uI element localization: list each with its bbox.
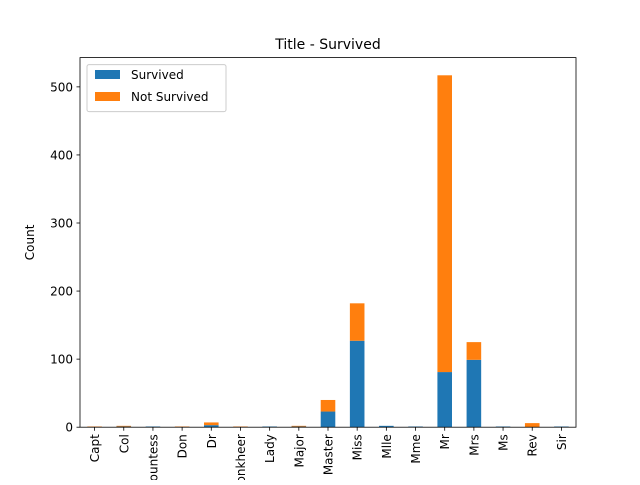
y-tick-label: 300 — [50, 217, 73, 231]
y-tick-label: 500 — [50, 80, 73, 94]
x-tick-label-mr: Mr — [438, 434, 452, 449]
bar-survived-dr — [204, 425, 219, 428]
x-tick-label-col: Col — [117, 434, 131, 453]
y-axis-label: Count — [23, 224, 37, 260]
legend-swatch-not-survived — [95, 92, 120, 101]
plot-frame — [79, 57, 577, 428]
y-tick-label: 200 — [50, 285, 73, 299]
y-tick-label: 400 — [50, 148, 73, 162]
bar-survived-mr — [437, 372, 452, 428]
y-tick-label: 100 — [50, 353, 73, 367]
bar-survived-master — [320, 411, 336, 428]
bar-not-survived-mrs — [466, 342, 482, 360]
bar-not-survived-miss — [349, 303, 365, 341]
legend-swatch-survived — [95, 70, 120, 79]
bar-not-survived-mr — [437, 75, 452, 373]
chart-title: Title - Survived — [274, 37, 380, 53]
x-tick-label-mlle: Mlle — [380, 434, 394, 458]
x-tick-label-don: Don — [176, 434, 190, 458]
bar-not-survived-rev — [524, 423, 540, 428]
x-tick-label-sir: Sir — [555, 434, 569, 450]
bar-not-survived-dr — [204, 422, 219, 426]
x-tick-label-miss: Miss — [351, 434, 365, 460]
x-tick-label-jonkheer: Jonkheer — [234, 434, 248, 480]
y-axis-ticks: 0 100 200 300 400 500 — [50, 80, 80, 435]
bar-survived-mlle — [379, 425, 394, 428]
x-tick-label-dr: Dr — [205, 434, 219, 448]
bars-group — [87, 75, 569, 428]
x-tick-label-rev: Rev — [526, 434, 540, 456]
bar-not-survived-major — [291, 425, 307, 427]
bar-survived-miss — [349, 340, 365, 428]
x-tick-label-major: Major — [292, 434, 306, 467]
x-tick-label-master: Master — [322, 434, 336, 475]
bar-not-survived-col — [116, 425, 132, 427]
x-tick-label-lady: Lady — [263, 434, 277, 463]
legend: Survived Not Survived — [86, 64, 227, 113]
x-tick-label-mme: Mme — [409, 434, 423, 463]
x-tick-label-ms: Ms — [497, 434, 511, 451]
x-tick-label-capt: Capt — [88, 434, 102, 462]
y-tick-label: 0 — [65, 421, 73, 435]
x-tick-label-mrs: Mrs — [467, 434, 481, 456]
bar-survived-mrs — [466, 359, 482, 428]
legend-label-survived: Survived — [131, 68, 184, 82]
x-axis-ticks: Capt Col Countess Don Dr Jonkheer Lady Major Mas… — [88, 427, 569, 485]
legend-label-not-survived: Not Survived — [131, 90, 209, 104]
bar-not-survived-master — [320, 399, 336, 412]
legend-box — [86, 64, 227, 113]
x-tick-label-countess: Countess — [146, 434, 160, 480]
